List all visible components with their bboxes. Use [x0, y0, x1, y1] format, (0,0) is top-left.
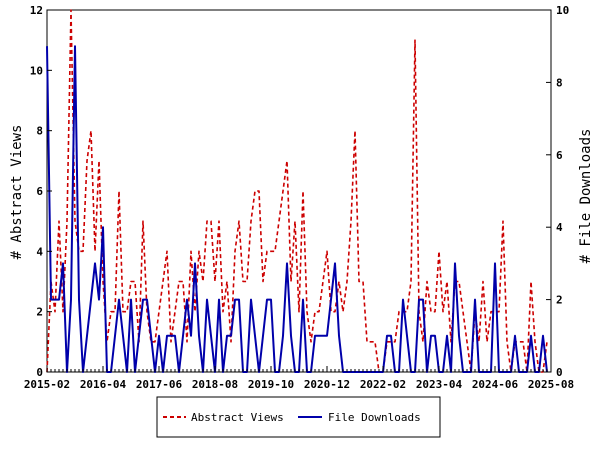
- y-tick-label: 12: [30, 4, 43, 17]
- y2-axis-title: # File Downloads: [578, 129, 594, 264]
- x-tick-label: 2016-04: [80, 378, 127, 391]
- x-tick-label: 2020-12: [304, 378, 350, 391]
- series-layer: [46, 9, 548, 373]
- y2-tick-label: 8: [556, 76, 563, 89]
- y-tick-label: 0: [36, 366, 43, 379]
- axis-layer: 2015-02 2016-04 2017-06 2018-08 2019-10 2020-…: [24, 4, 574, 391]
- legend: Abstract Views File Downloads: [156, 396, 441, 438]
- y-axis-title: # Abstract Views: [9, 125, 25, 260]
- x-tick-label: 2019-10: [248, 378, 294, 391]
- y-tick-label: 10: [30, 64, 43, 77]
- x-tick-label: 2023-04: [416, 378, 463, 391]
- series-line-file-downloads: [46, 45, 548, 373]
- y-tick-label: 6: [36, 185, 43, 198]
- y2-tick-label: 2: [556, 294, 563, 307]
- y2-tick-label: 4: [556, 221, 563, 234]
- x-tick-label: 2017-06: [136, 378, 183, 391]
- x-tick-label: 2024-06: [472, 378, 519, 391]
- y-tick-label: 2: [36, 306, 43, 319]
- x-tick-label: 2025-08: [528, 378, 574, 391]
- y2-tick-label: 0: [556, 366, 563, 379]
- series-line-abstract-views: [46, 9, 548, 373]
- legend-label-abstract-views: Abstract Views: [191, 411, 284, 424]
- x-tick-label: 2018-08: [192, 378, 238, 391]
- x-tick-label: 2022-02: [360, 378, 406, 391]
- y2-tick-label: 10: [556, 4, 569, 17]
- x-tick-label: 2015-02: [24, 378, 70, 391]
- legend-label-file-downloads: File Downloads: [328, 411, 421, 424]
- y-tick-label: 8: [36, 125, 43, 138]
- y2-tick-label: 6: [556, 149, 563, 162]
- y-tick-label: 4: [36, 245, 43, 258]
